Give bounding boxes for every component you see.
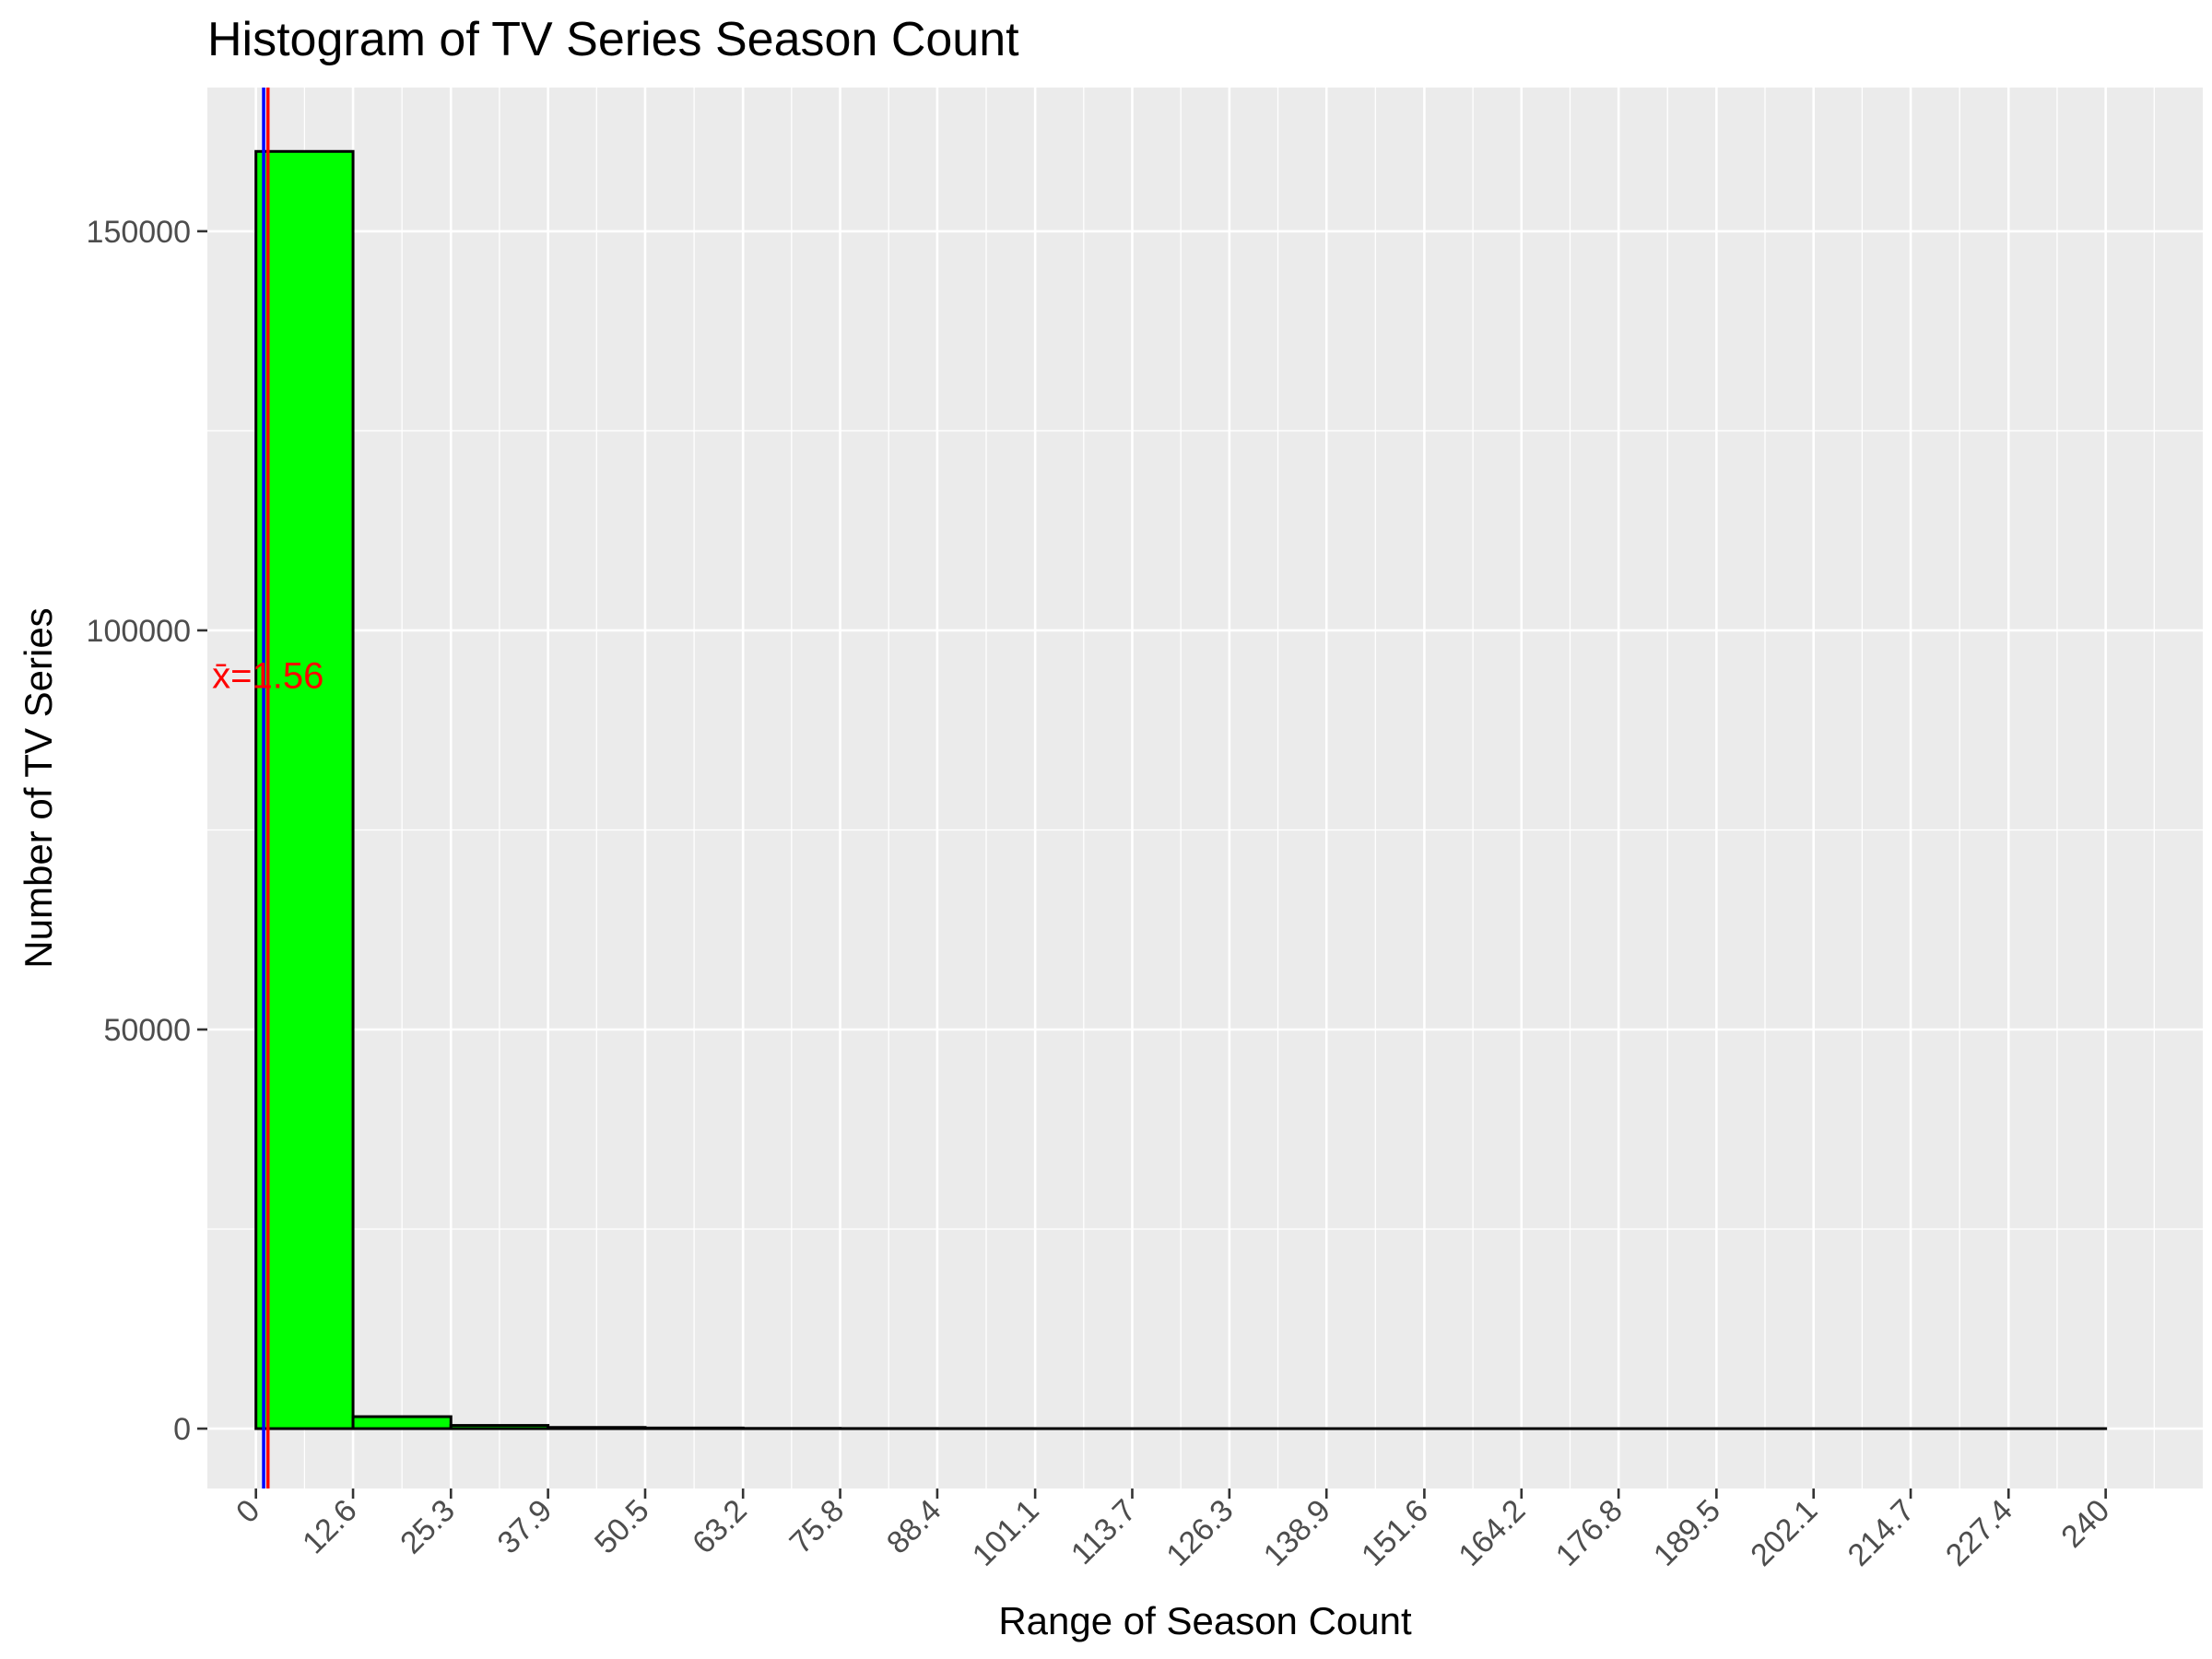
x-tick-label: 101.1 bbox=[966, 1493, 1046, 1573]
histogram-bar bbox=[254, 149, 355, 1430]
x-tick-label: 164.2 bbox=[1452, 1493, 1532, 1573]
y-tick-label: 150000 bbox=[87, 215, 191, 250]
x-tick-label: 176.8 bbox=[1549, 1493, 1630, 1573]
x-tick-label: 113.7 bbox=[1065, 1493, 1143, 1571]
x-tick-label: 25.3 bbox=[394, 1493, 462, 1561]
x-tick-label: 50.5 bbox=[588, 1493, 656, 1561]
x-axis-ticks: 0 12.6 25.3 37.9 50.5 63.2 75.8 88.4 101.1 113.7 1… bbox=[229, 1488, 2116, 1573]
mean-annotation: x̄=1.56 bbox=[212, 656, 324, 697]
y-tick-label: 50000 bbox=[103, 1013, 191, 1048]
minor-gridlines bbox=[207, 88, 2203, 1488]
x-tick-label: 63.2 bbox=[686, 1493, 754, 1561]
x-tick-label: 75.8 bbox=[783, 1493, 852, 1561]
x-tick-label: 189.5 bbox=[1647, 1493, 1727, 1573]
y-axis-title: Number of TV Series bbox=[17, 607, 60, 968]
x-tick-label: 0 bbox=[229, 1493, 266, 1530]
histogram-bar bbox=[547, 1426, 647, 1430]
y-tick-label: 100000 bbox=[87, 614, 191, 649]
x-tick-label: 138.9 bbox=[1257, 1493, 1337, 1573]
reference-lines bbox=[262, 88, 270, 1488]
y-tick-label: 0 bbox=[173, 1412, 191, 1447]
x-tick-label: 126.3 bbox=[1159, 1493, 1240, 1573]
x-tick-label: 202.1 bbox=[1744, 1493, 1824, 1573]
x-tick-label: 240 bbox=[2054, 1493, 2116, 1555]
x-tick-label: 151.6 bbox=[1355, 1493, 1435, 1573]
x-tick-label: 12.6 bbox=[296, 1493, 364, 1561]
x-tick-label: 37.9 bbox=[491, 1493, 559, 1561]
x-tick-label: 214.7 bbox=[1841, 1493, 1922, 1573]
plot-panel bbox=[207, 88, 2203, 1488]
chart-title: Histogram of TV Series Season Count bbox=[207, 13, 1019, 66]
x-tick-label: 88.4 bbox=[880, 1493, 948, 1561]
histogram-bar bbox=[351, 1415, 453, 1430]
histogram-bar bbox=[643, 1426, 745, 1430]
histogram-bar bbox=[449, 1424, 550, 1430]
histogram-bars bbox=[254, 149, 2108, 1430]
x-axis-title: Range of Season Count bbox=[998, 1599, 1412, 1642]
x-tick-label: 227.4 bbox=[1939, 1493, 2019, 1573]
y-axis-ticks: 0 50000 100000 150000 bbox=[87, 215, 207, 1447]
